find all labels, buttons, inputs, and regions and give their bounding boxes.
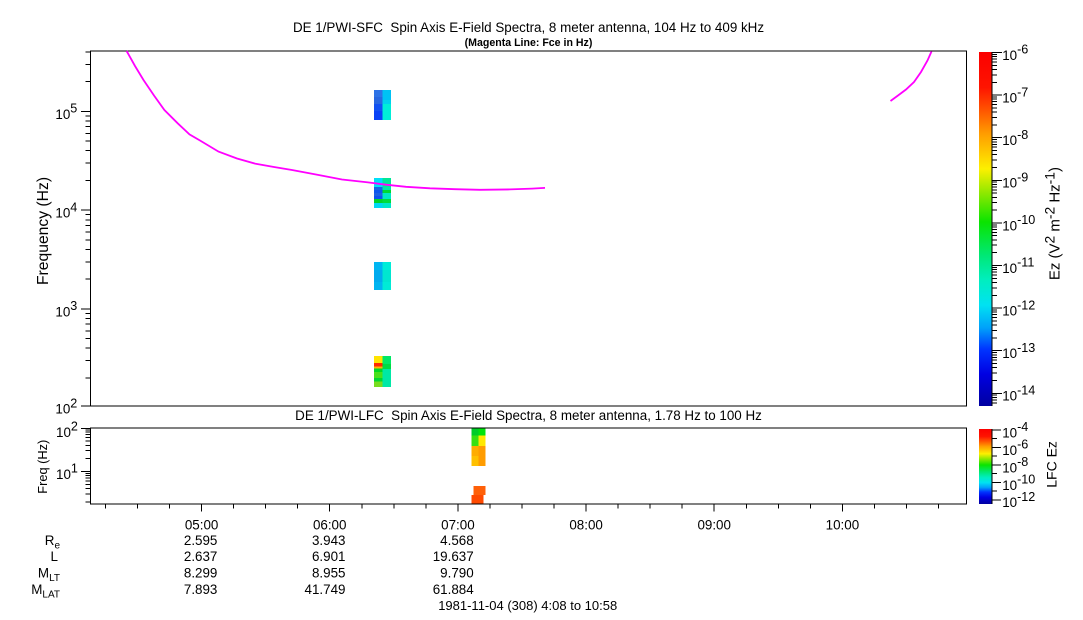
svg-text:8.299: 8.299 <box>184 565 218 580</box>
svg-text:8.955: 8.955 <box>312 565 346 580</box>
svg-text:08:00: 08:00 <box>569 518 603 533</box>
svg-text:09:00: 09:00 <box>697 518 731 533</box>
svg-text:2.595: 2.595 <box>184 533 218 548</box>
svg-text:Ez (V2 m-2 Hz-1): Ez (V2 m-2 Hz-1) <box>1042 167 1063 280</box>
svg-text:DE 1/PWI-LFC Spin Axis E-Fiel: DE 1/PWI-LFC Spin Axis E-Field Spectra, … <box>295 408 762 423</box>
svg-text:9.790: 9.790 <box>440 565 474 580</box>
svg-text:1981-11-04 (308) 4:08 to 10:58: 1981-11-04 (308) 4:08 to 10:58 <box>438 598 617 613</box>
svg-text:6.901: 6.901 <box>312 549 346 564</box>
svg-text:3.943: 3.943 <box>312 533 346 548</box>
svg-text:41.749: 41.749 <box>305 582 346 597</box>
svg-text:06:00: 06:00 <box>313 518 347 533</box>
svg-text:05:00: 05:00 <box>185 518 219 533</box>
svg-text:(Magenta Line: Fce in Hz): (Magenta Line: Fce in Hz) <box>465 37 593 49</box>
svg-text:L: L <box>51 549 58 564</box>
svg-text:2.637: 2.637 <box>184 549 218 564</box>
svg-text:Freq (Hz): Freq (Hz) <box>35 440 50 494</box>
svg-text:61.884: 61.884 <box>433 582 475 597</box>
svg-text:4.568: 4.568 <box>440 533 474 548</box>
svg-text:19.637: 19.637 <box>433 549 474 564</box>
svg-text:LFC Ez: LFC Ez <box>1044 441 1060 488</box>
svg-text:Frequency (Hz): Frequency (Hz) <box>35 177 52 285</box>
svg-text:10:00: 10:00 <box>826 518 860 533</box>
svg-text:DE 1/PWI-SFC Spin Axis E-Fiel: DE 1/PWI-SFC Spin Axis E-Field Spectra, … <box>293 20 764 35</box>
svg-text:7.893: 7.893 <box>184 582 218 597</box>
svg-text:07:00: 07:00 <box>441 518 475 533</box>
